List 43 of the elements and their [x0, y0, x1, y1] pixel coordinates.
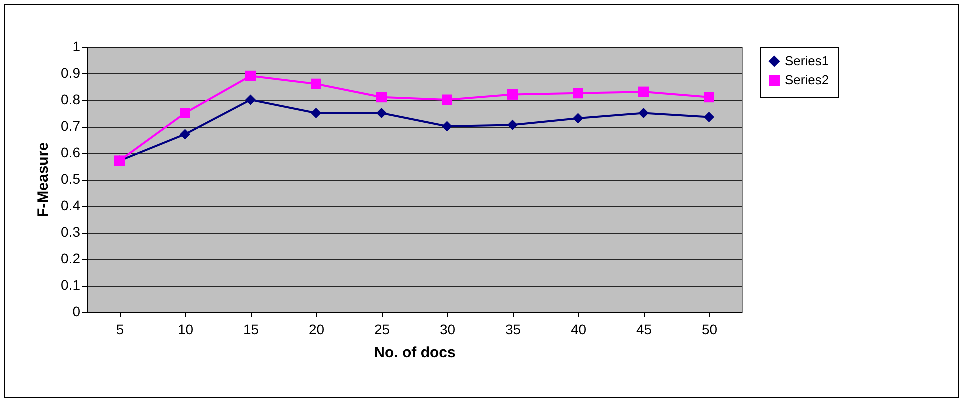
x-tick-label: 25	[374, 322, 390, 338]
x-tick-label: 30	[440, 322, 456, 338]
y-tick-label: 1	[72, 38, 81, 54]
x-axis-title: No. of docs	[374, 344, 456, 362]
point	[442, 121, 452, 132]
x-tick-label: 40	[570, 322, 587, 338]
y-tick-label: 0.8	[61, 92, 81, 108]
x-tick-label: 50	[702, 322, 718, 338]
legend-label: Series2	[785, 72, 830, 88]
point	[376, 92, 387, 103]
x-tick-label: 35	[505, 322, 522, 338]
point	[246, 70, 256, 82]
x-tick-label: 15	[243, 322, 260, 338]
y-tick-label: 0.4	[61, 198, 81, 214]
point	[180, 108, 190, 118]
point	[573, 113, 584, 124]
point	[573, 88, 584, 99]
y-tick-label: 0	[72, 304, 81, 320]
point	[246, 94, 256, 106]
y-tick-label: 0.1	[61, 277, 81, 293]
y-tick-label: 0.5	[61, 171, 81, 187]
y-tick-label: 0.6	[61, 144, 81, 160]
point	[704, 112, 714, 122]
y-tick-label: 0.7	[61, 118, 81, 134]
point	[442, 94, 452, 106]
y-axis-title: F-Measure	[35, 142, 52, 218]
point	[311, 108, 322, 118]
point	[311, 78, 322, 90]
point	[376, 108, 387, 118]
point	[638, 86, 649, 98]
x-tick-label: 5	[116, 322, 124, 338]
point	[704, 92, 714, 103]
y-tick-label: 0.9	[61, 65, 81, 81]
point	[638, 108, 649, 118]
y-tick-label: 0.2	[61, 250, 81, 266]
point	[508, 89, 518, 100]
point	[508, 120, 518, 130]
x-tick-label: 10	[178, 322, 194, 338]
x-tick-label: 20	[308, 322, 325, 338]
y-tick-label: 0.3	[61, 224, 81, 240]
legend-label: Series1	[785, 54, 830, 68]
point	[180, 129, 190, 140]
x-tick-label: 45	[636, 322, 652, 338]
